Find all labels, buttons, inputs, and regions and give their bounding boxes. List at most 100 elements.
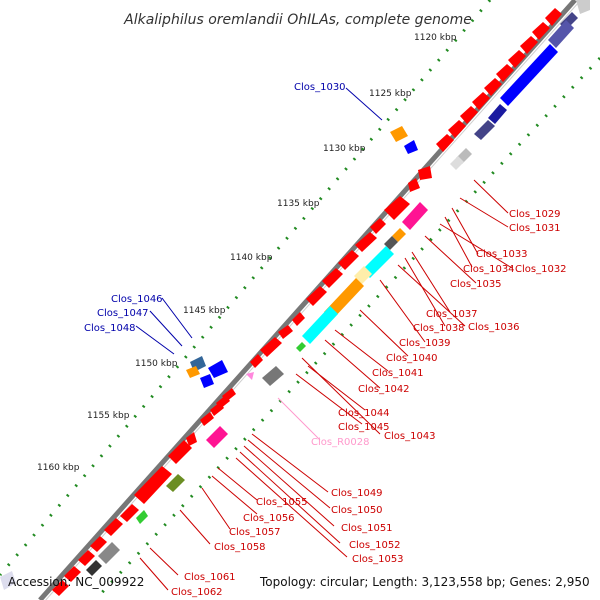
gene-label[interactable]: Clos_1058	[214, 542, 266, 553]
gene-arrow[interactable]	[222, 388, 236, 402]
gene-label[interactable]: Clos_1052	[349, 540, 401, 551]
gene-label[interactable]: Clos_1062	[171, 587, 223, 598]
gene-arrow[interactable]	[292, 312, 305, 326]
gene-label[interactable]: Clos_1044	[338, 408, 390, 419]
gene-arrow[interactable]	[460, 106, 478, 124]
gene-arrow[interactable]	[200, 374, 214, 388]
tick-label: 1160 kbp	[37, 463, 80, 473]
gene-label[interactable]: Clos_1036	[468, 322, 520, 333]
gene-block[interactable]	[186, 366, 200, 378]
gene-arrow[interactable]	[90, 536, 107, 552]
outer-tick-track	[0, 0, 492, 576]
gene-label[interactable]: Clos_1035	[450, 279, 502, 290]
gene-arrow[interactable]	[355, 232, 377, 252]
gene-arrow[interactable]	[186, 432, 197, 446]
gene-block[interactable]	[324, 278, 364, 320]
gene-label[interactable]: Clos_1034	[463, 264, 515, 275]
gene-label[interactable]: Clos_1049	[331, 488, 383, 499]
gene-block[interactable]	[136, 510, 148, 524]
gene-label[interactable]: Clos_1029	[509, 209, 561, 220]
gene-block[interactable]	[206, 426, 228, 448]
gene-arrow[interactable]	[52, 580, 69, 596]
gene-arrow[interactable]	[322, 268, 343, 288]
gene-label[interactable]: Clos_1047	[97, 308, 149, 319]
gene-label[interactable]: Clos_1039	[399, 338, 451, 349]
gene-arrow[interactable]	[208, 360, 228, 378]
gene-arrow[interactable]	[545, 8, 562, 26]
gene-arrow[interactable]	[104, 518, 123, 536]
gene-block[interactable]	[296, 342, 306, 352]
gene-label[interactable]: Clos_1030	[294, 82, 346, 93]
gene-arrow[interactable]	[532, 22, 550, 40]
gene-label[interactable]: Clos_1037	[426, 309, 478, 320]
gene-arrow[interactable]	[278, 325, 293, 339]
gene-arrow[interactable]	[306, 286, 327, 306]
gene-label[interactable]: Clos_1041	[372, 368, 424, 379]
gene-label[interactable]: Clos_1045	[338, 422, 390, 433]
gene-block[interactable]	[548, 20, 574, 48]
gene-block[interactable]	[354, 266, 372, 284]
gene-label[interactable]: Clos_1055	[256, 497, 308, 508]
gene-label[interactable]: Clos_1032	[515, 264, 567, 275]
gene-arrow[interactable]	[418, 166, 432, 180]
gene-arrow[interactable]	[520, 36, 538, 54]
gene-label[interactable]: Clos_1048	[84, 323, 136, 334]
gene-arrow[interactable]	[370, 218, 386, 234]
gene-block[interactable]	[262, 366, 284, 386]
gene-block[interactable]	[450, 156, 464, 170]
gene-arrow[interactable]	[168, 440, 192, 464]
gene-block[interactable]	[402, 202, 428, 230]
gene-arrow[interactable]	[508, 50, 526, 68]
gene-label[interactable]: Clos_1046	[111, 294, 163, 305]
gene-label[interactable]: Clos_1051	[341, 523, 393, 534]
gene-label[interactable]: Clos_1061	[184, 572, 236, 583]
gene-arrow[interactable]	[260, 337, 282, 357]
gene-label[interactable]: Clos_1033	[476, 249, 528, 260]
gene-arrow[interactable]	[472, 92, 490, 110]
gene-label[interactable]: Clos_1057	[229, 527, 281, 538]
gene-label[interactable]: Clos_1040	[386, 353, 438, 364]
gene-label[interactable]: Clos_R0028	[311, 437, 370, 448]
gene-arrow[interactable]	[64, 566, 81, 582]
gene-label[interactable]: Clos_1043	[384, 431, 436, 442]
gene-block[interactable]	[390, 126, 408, 142]
gene-arrow[interactable]	[200, 412, 214, 426]
tick-label: 1145 kbp	[183, 306, 226, 316]
gene-label[interactable]: Clos_1042	[358, 384, 410, 395]
gene-arrow[interactable]	[120, 504, 139, 522]
gene-arrow[interactable]	[250, 354, 263, 368]
map-footer: Accession: NC_009922 Topology: circular;…	[0, 571, 590, 590]
gene-block[interactable]	[392, 228, 406, 242]
gene-arrow[interactable]	[496, 64, 514, 82]
tick-label: 1155 kbp	[87, 411, 130, 421]
gene-block[interactable]	[576, 0, 590, 14]
rna-marker[interactable]	[246, 372, 254, 380]
kbp-ticks: 1120 kbp 1125 kbp 1130 kbp 1135 kbp 1140…	[37, 33, 457, 473]
gene-label[interactable]: Clos_1056	[243, 513, 295, 524]
forward-strand-features	[52, 8, 562, 596]
gene-arrow[interactable]	[448, 120, 466, 138]
gene-block[interactable]	[166, 474, 185, 492]
gene-label[interactable]: Clos_1050	[331, 505, 383, 516]
gene-arrow[interactable]	[78, 550, 95, 566]
gene-label[interactable]: Clos_1053	[352, 554, 404, 565]
gene-block[interactable]	[384, 236, 398, 250]
gene-arrow[interactable]	[404, 140, 418, 154]
gene-arrow[interactable]	[408, 178, 420, 192]
gene-label[interactable]: Clos_1038	[413, 323, 465, 334]
gene-block[interactable]	[488, 104, 507, 124]
map-title: Alkaliphilus oremlandii OhILAs, complete…	[123, 12, 472, 28]
gene-arrow[interactable]	[338, 250, 359, 270]
gene-label[interactable]: Clos_1031	[509, 223, 561, 234]
gene-arrow[interactable]	[436, 134, 454, 152]
gene-arrow[interactable]	[384, 196, 410, 220]
gene-block[interactable]	[98, 542, 120, 564]
gene-arrow[interactable]	[484, 78, 502, 96]
gene-block[interactable]	[500, 44, 558, 106]
gene-block[interactable]	[474, 120, 495, 140]
gene-block[interactable]	[302, 306, 338, 344]
gene-block[interactable]	[86, 560, 102, 576]
gene-arrow[interactable]	[134, 466, 172, 504]
gene-block[interactable]	[362, 246, 394, 278]
